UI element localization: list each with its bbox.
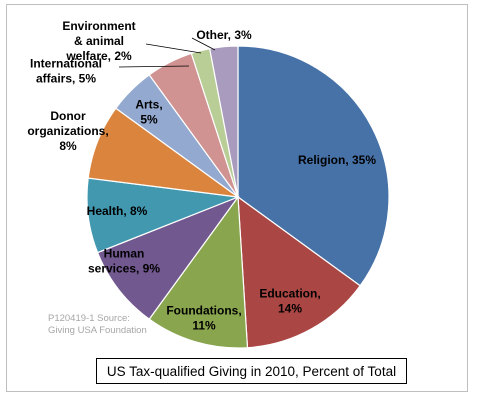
source-note-line-1: P120419-1 Source:	[48, 313, 130, 324]
leader-line-other	[191, 37, 216, 51]
slice-label-education: Education, 14%	[259, 287, 320, 316]
slice-label-donor-organizations: Donor organizations, 8%	[27, 109, 108, 153]
data-labels: Religion, 35% Education, 14% Foundations, 11…	[27, 19, 376, 333]
pie-slices	[86, 45, 390, 349]
slice-label-religion: Religion, 35%	[298, 153, 376, 167]
pie-slice-other	[209, 45, 239, 198]
leader-line-international-affairs	[118, 65, 190, 68]
slice-label-foundations: Foundations, 11%	[166, 304, 241, 333]
slice-label-international-affairs: International affairs, 5%	[30, 57, 102, 86]
slice-label-environment-animal-welfare: Environment & animal welfare, 2%	[62, 19, 135, 63]
pie-slice-religion	[237, 45, 390, 287]
source-note-line-2: Giving USA Foundation	[48, 325, 147, 336]
leader-line-environment-animal-welfare	[145, 43, 202, 54]
leader-lines	[118, 37, 216, 68]
slice-label-health: Health, 8%	[87, 204, 148, 218]
chart-border	[6, 4, 468, 392]
chart-title-box: US Tax-qualified Giving in 2010, Percent…	[96, 358, 407, 384]
slice-label-human-services: Human services, 9%	[88, 247, 160, 276]
pie-slice-education	[237, 195, 361, 349]
pie-slice-human-services	[96, 195, 240, 320]
slice-label-arts: Arts, 5%	[135, 98, 162, 127]
pie-slice-foundations	[148, 195, 249, 349]
slice-label-other: Other, 3%	[196, 28, 252, 42]
chart-title: US Tax-qualified Giving in 2010, Percent…	[106, 363, 397, 379]
